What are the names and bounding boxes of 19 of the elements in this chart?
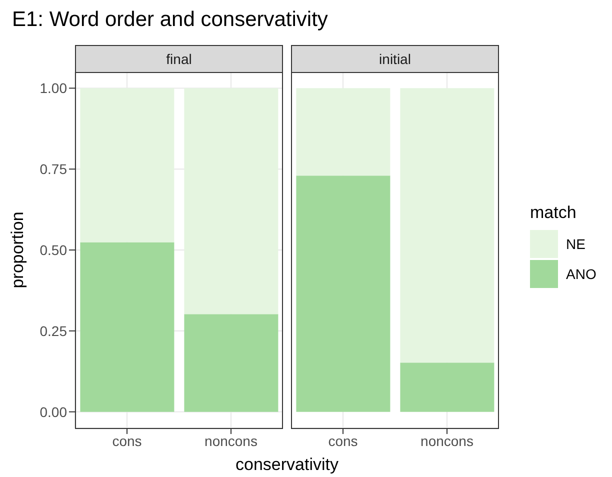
x-tick-label: noncons	[204, 432, 258, 449]
chart-subtitle: initial	[291, 45, 499, 73]
legend-label: NE	[566, 236, 586, 252]
bar	[184, 314, 278, 412]
legend-title: match	[530, 203, 578, 223]
bar	[80, 242, 174, 412]
x-tick-label: cons	[328, 432, 358, 449]
legend-label: ANO	[566, 266, 596, 282]
y-tick-label: 0.75	[40, 161, 68, 178]
x-tick-label: cons	[112, 432, 142, 449]
y-tick-label: 0.25	[40, 322, 68, 339]
y-axis-title: proportion	[8, 212, 28, 288]
x-tick-label: noncons	[420, 432, 474, 449]
x-axis-title: conservativity	[236, 455, 338, 475]
chart-subtitle: final	[75, 45, 283, 73]
y-tick-label: 0.00	[40, 404, 68, 420]
y-tick-label: 0.50	[40, 242, 68, 258]
y-tick-label: 1.00	[40, 80, 68, 96]
chart-title: E1: Word order and conservativity	[12, 8, 328, 32]
